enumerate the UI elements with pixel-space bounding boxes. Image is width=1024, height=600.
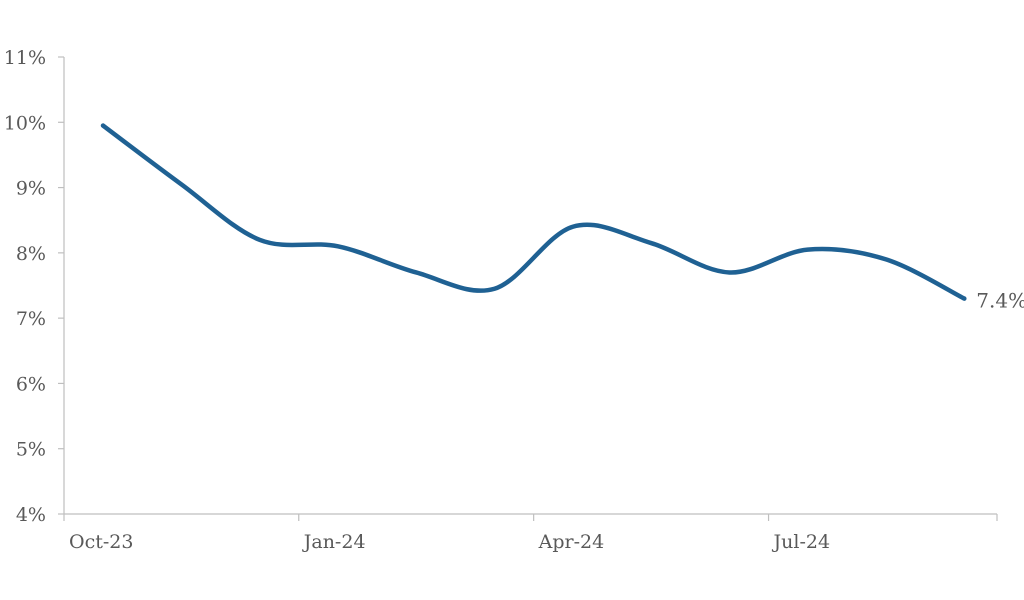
series-group: 7.4% bbox=[100, 123, 1024, 313]
y-tick-label: 4% bbox=[16, 504, 46, 526]
y-axis: 4% 5% 6% 7% 8% 9% 10% 11% bbox=[4, 47, 65, 526]
series-line bbox=[100, 123, 967, 301]
x-tick-label: Jul-24 bbox=[772, 531, 831, 553]
end-value-label: 7.4% bbox=[976, 289, 1024, 313]
y-tick-label: 10% bbox=[4, 112, 46, 134]
x-tick-label: Apr-24 bbox=[538, 531, 605, 553]
x-axis: Oct-23 Jan-24 Apr-24 Jul-24 bbox=[63, 513, 998, 553]
x-tick-label: Oct-23 bbox=[69, 531, 133, 553]
y-tick-label: 6% bbox=[16, 373, 46, 395]
y-tick-label: 5% bbox=[16, 439, 46, 461]
y-tick-label: 8% bbox=[16, 243, 46, 265]
x-tick-label: Jan-24 bbox=[302, 531, 366, 553]
y-tick-label: 7% bbox=[16, 308, 46, 330]
y-tick-label: 9% bbox=[16, 178, 46, 200]
y-tick-label: 11% bbox=[4, 47, 46, 69]
